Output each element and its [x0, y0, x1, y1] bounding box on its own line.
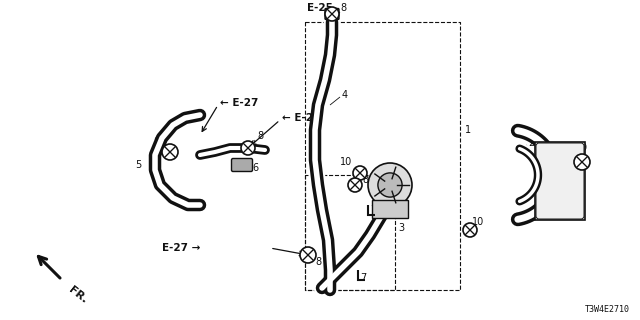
Bar: [535, 142, 585, 220]
Circle shape: [463, 223, 477, 237]
Text: E-25: E-25: [307, 3, 333, 13]
FancyBboxPatch shape: [325, 9, 339, 20]
Text: FR.: FR.: [67, 285, 90, 306]
Circle shape: [162, 144, 178, 160]
Text: 5: 5: [135, 160, 141, 170]
Text: 10: 10: [472, 217, 484, 227]
Text: 4: 4: [342, 90, 348, 100]
Text: ← E-25: ← E-25: [282, 113, 320, 123]
Circle shape: [348, 178, 362, 192]
Text: 8: 8: [257, 131, 263, 141]
Text: ← E-27: ← E-27: [220, 98, 259, 108]
Text: 10: 10: [340, 157, 352, 167]
Circle shape: [241, 141, 255, 155]
Text: 9: 9: [580, 143, 586, 153]
Text: 1: 1: [465, 125, 471, 135]
Circle shape: [353, 166, 367, 180]
Text: 8: 8: [153, 137, 159, 147]
Text: 8: 8: [340, 3, 346, 13]
Text: 7: 7: [370, 205, 376, 215]
Circle shape: [368, 163, 412, 207]
Text: 7: 7: [360, 273, 366, 283]
Text: E-27 →: E-27 →: [162, 243, 200, 253]
Text: 8: 8: [362, 175, 368, 185]
Text: 2: 2: [528, 138, 534, 148]
Text: 3: 3: [398, 223, 404, 233]
Circle shape: [574, 154, 590, 170]
Bar: [372, 200, 408, 218]
FancyBboxPatch shape: [232, 158, 253, 172]
Text: 8: 8: [315, 257, 321, 267]
Circle shape: [300, 247, 316, 263]
Circle shape: [325, 7, 339, 21]
Text: T3W4E2710: T3W4E2710: [585, 305, 630, 314]
Circle shape: [378, 173, 402, 197]
Text: 6: 6: [252, 163, 258, 173]
